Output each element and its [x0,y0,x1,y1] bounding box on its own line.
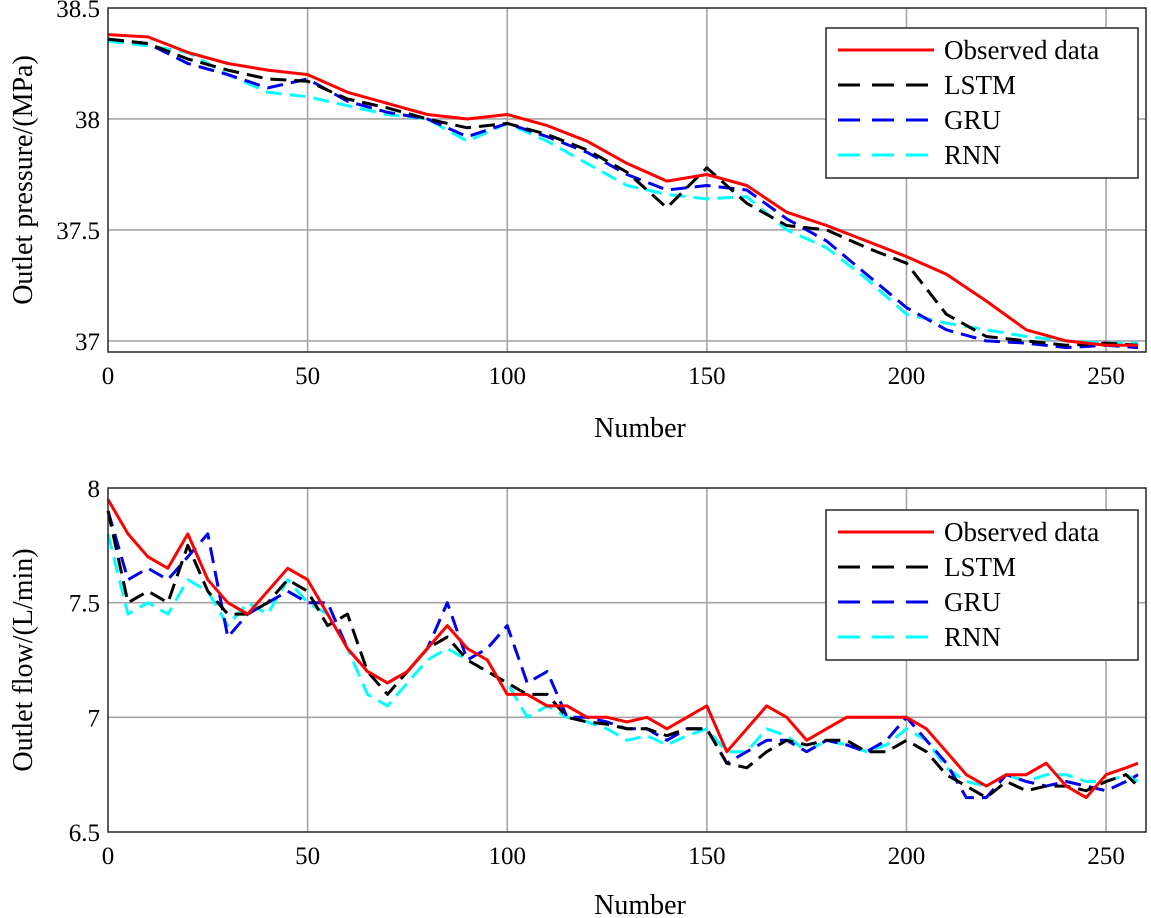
flow-legend-label: GRU [944,587,1001,617]
flow-x-axis-label: Number [594,890,686,918]
pressure-x-tick-label: 150 [688,363,726,390]
flow-legend-label: RNN [944,622,1001,652]
pressure-series-lstm [107,37,1139,347]
flow-x-tick-label: 100 [488,843,526,870]
pressure-legend-label: GRU [944,105,1001,135]
pressure-x-tick-label: 100 [488,363,526,390]
pressure-y-axis-label: Outlet pressure/(MPa) [8,55,39,305]
flow-tick-labels: 0 50 100 150 200 250 6.5 7 7.5 8 [69,476,1125,870]
pressure-x-tick-label: 50 [295,363,320,390]
flow-x-tick-label: 250 [1087,843,1125,870]
flow-chart: 0 50 100 150 200 250 6.5 7 7.5 8 Number Outlet fl… [8,476,1147,918]
pressure-chart: 0 50 100 150 200 250 37 37.5 38 38.5 Number Outle… [8,0,1147,444]
pressure-y-tick-label: 38 [75,107,100,134]
flow-legend-label: Observed data [944,517,1099,547]
flow-legend: Observed data LSTM GRU RNN [825,509,1139,661]
pressure-legend: Observed data LSTM GRU RNN [825,27,1139,179]
flow-series-observed-data [106,498,1139,800]
pressure-legend-label: RNN [944,140,1001,170]
flow-legend-label: LSTM [944,552,1016,582]
flow-y-tick-label: 7.5 [69,591,100,618]
pressure-series-gru [107,37,1139,350]
flow-x-tick-label: 0 [102,843,115,870]
flow-series-lines [106,498,1140,800]
pressure-y-tick-label: 38.5 [56,0,100,23]
flow-legend-box [825,509,1139,661]
flow-y-tick-label: 6.5 [69,820,100,847]
pressure-legend-label: LSTM [944,70,1016,100]
pressure-x-tick-label: 200 [888,363,926,390]
flow-series-rnn [106,533,1139,788]
pressure-tick-labels: 0 50 100 150 200 250 37 37.5 38 38.5 [56,0,1125,390]
flow-y-axis-label: Outlet flow/(L/min) [8,548,39,771]
flow-x-tick-label: 200 [888,843,926,870]
pressure-x-axis-label: Number [594,413,686,444]
flow-x-tick-label: 50 [295,843,320,870]
pressure-plot-frame [107,7,1147,353]
pressure-x-tick-label: 0 [102,363,115,390]
pressure-y-tick-label: 37.5 [56,218,100,245]
flow-x-tick-label: 150 [688,843,726,870]
pressure-legend-box [825,27,1139,179]
pressure-series-observed-data [107,33,1138,347]
pressure-legend-label: Observed data [944,35,1099,65]
flow-series-lstm [106,510,1140,800]
flow-y-tick-label: 7 [88,705,101,732]
flow-y-tick-label: 8 [88,476,101,503]
flow-plot-frame [107,487,1147,833]
pressure-x-tick-label: 250 [1087,363,1125,390]
pressure-series-lines [107,33,1139,350]
pressure-y-tick-label: 37 [75,329,100,356]
